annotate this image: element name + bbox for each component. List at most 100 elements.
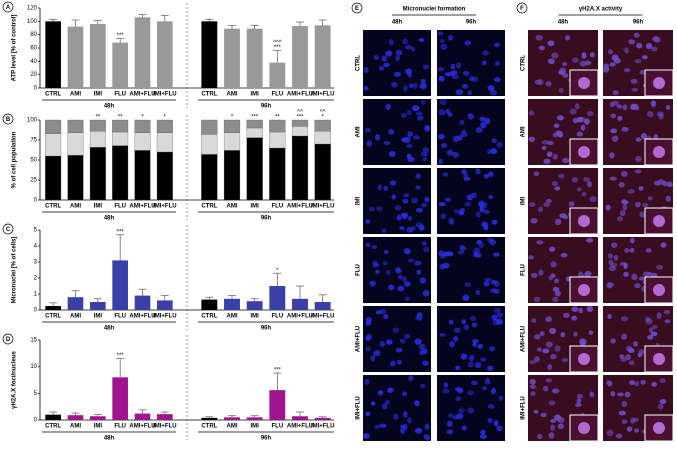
y-tick-label: 80 bbox=[30, 32, 37, 38]
inset-nucleus bbox=[578, 77, 590, 89]
micrograph bbox=[363, 306, 431, 372]
significance: * bbox=[276, 268, 279, 274]
micrograph bbox=[437, 237, 505, 303]
nucleus bbox=[533, 296, 541, 303]
nucleus bbox=[472, 342, 477, 347]
nucleus bbox=[411, 197, 419, 204]
nucleus bbox=[381, 228, 387, 233]
bar-segment bbox=[156, 132, 173, 153]
nucleus bbox=[659, 398, 667, 405]
significance: ^^ bbox=[297, 110, 303, 116]
nucleus bbox=[634, 59, 642, 64]
micrograph bbox=[603, 168, 674, 235]
nucleus bbox=[619, 354, 625, 359]
error-bar bbox=[116, 38, 125, 43]
nucleus bbox=[407, 258, 415, 263]
inset-nucleus bbox=[653, 146, 665, 158]
nucleus bbox=[606, 429, 614, 437]
nucleus bbox=[454, 387, 462, 392]
bar-segment bbox=[246, 127, 263, 138]
x-tick-label: CTRL bbox=[201, 424, 217, 430]
x-tick-label: AMI bbox=[227, 204, 238, 210]
nucleus bbox=[489, 346, 496, 352]
nucleus bbox=[446, 429, 454, 435]
nucleus bbox=[630, 237, 635, 244]
nucleus bbox=[418, 224, 425, 231]
nucleus bbox=[477, 344, 484, 349]
nucleus bbox=[397, 285, 405, 292]
significance: *** bbox=[296, 115, 304, 121]
bar-segment bbox=[67, 155, 84, 201]
nucleus bbox=[610, 113, 617, 119]
error-bar bbox=[138, 288, 147, 296]
nucleus bbox=[627, 189, 635, 194]
y-tick-label: 0 bbox=[34, 198, 38, 204]
nucleus bbox=[608, 282, 615, 287]
nucleus bbox=[576, 393, 584, 399]
column-label: 96h bbox=[633, 20, 644, 26]
nucleus bbox=[421, 348, 428, 355]
nucleus bbox=[482, 50, 489, 56]
nucleus bbox=[421, 241, 427, 246]
nucleus bbox=[414, 338, 422, 345]
nucleus bbox=[623, 271, 629, 277]
error-bar bbox=[273, 50, 282, 63]
nucleus bbox=[407, 109, 412, 116]
panel-badge bbox=[351, 2, 363, 14]
nucleus bbox=[627, 347, 635, 353]
significance: * bbox=[231, 115, 234, 121]
nucleus bbox=[635, 201, 641, 208]
nucleus bbox=[562, 73, 569, 78]
nucleus bbox=[491, 148, 497, 154]
nucleus bbox=[403, 193, 410, 198]
y-tick-label: 60 bbox=[30, 46, 37, 52]
nucleus bbox=[537, 433, 543, 440]
nucleus bbox=[583, 177, 590, 183]
row-label: AMI bbox=[356, 126, 362, 137]
nucleus bbox=[400, 113, 408, 118]
x-tick-label: CTRL bbox=[201, 314, 217, 320]
nucleus bbox=[436, 67, 445, 72]
nucleus bbox=[456, 135, 463, 141]
nucleus bbox=[549, 424, 555, 431]
bar-segment bbox=[67, 132, 84, 156]
nucleus bbox=[547, 140, 554, 146]
nucleus bbox=[452, 152, 460, 158]
column-label: 48h bbox=[558, 20, 569, 26]
bar bbox=[67, 297, 84, 310]
nucleus bbox=[622, 104, 628, 111]
panel-badge bbox=[2, 333, 14, 345]
nucleus bbox=[403, 281, 411, 287]
column-label: 96h bbox=[466, 20, 477, 26]
nucleus bbox=[459, 246, 467, 251]
nucleus bbox=[392, 327, 399, 333]
nucleus bbox=[395, 49, 403, 56]
nucleus bbox=[464, 201, 471, 207]
nucleus bbox=[393, 71, 401, 77]
nucleus bbox=[487, 404, 495, 409]
nucleus bbox=[384, 249, 389, 255]
x-tick-label: IMI+FLU bbox=[153, 204, 177, 210]
nucleus bbox=[439, 332, 446, 337]
nucleus bbox=[539, 331, 545, 336]
nucleus bbox=[530, 391, 536, 396]
nucleus bbox=[529, 378, 536, 385]
nucleus bbox=[473, 247, 481, 254]
nucleus bbox=[462, 83, 469, 89]
nucleus bbox=[533, 409, 539, 414]
nucleus bbox=[589, 196, 597, 203]
nucleus bbox=[488, 194, 494, 200]
nucleus bbox=[545, 316, 552, 323]
bar bbox=[45, 414, 61, 420]
nucleus bbox=[557, 416, 565, 424]
nucleus bbox=[391, 194, 396, 200]
nucleus bbox=[458, 408, 465, 414]
nucleus bbox=[616, 104, 623, 109]
bar bbox=[314, 25, 331, 88]
nucleus bbox=[535, 34, 543, 41]
nucleus bbox=[653, 134, 659, 139]
nucleus bbox=[609, 101, 615, 108]
nucleus bbox=[362, 433, 370, 439]
nucleus bbox=[413, 135, 420, 140]
nucleus bbox=[420, 78, 426, 85]
